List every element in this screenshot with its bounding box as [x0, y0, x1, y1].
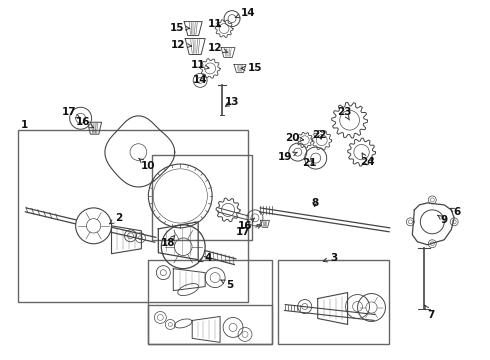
- Text: 4: 4: [198, 253, 212, 263]
- Bar: [18, 130, 248, 302]
- Text: 16: 16: [238, 218, 255, 231]
- Text: 2: 2: [110, 213, 122, 224]
- Text: 8: 8: [311, 198, 318, 208]
- Text: 15: 15: [170, 23, 190, 33]
- Text: 22: 22: [313, 130, 327, 140]
- Text: 3: 3: [323, 253, 337, 263]
- Text: 12: 12: [171, 40, 192, 50]
- Text: 23: 23: [337, 107, 352, 120]
- Bar: [278, 260, 390, 345]
- Text: 5: 5: [221, 280, 234, 289]
- Bar: [148, 305, 272, 345]
- Text: 1: 1: [21, 120, 28, 130]
- Text: 20: 20: [286, 133, 304, 143]
- Text: 16: 16: [75, 117, 94, 128]
- Text: 14: 14: [193, 75, 207, 85]
- Bar: [148, 260, 272, 345]
- Text: 17: 17: [236, 225, 261, 237]
- Text: 6: 6: [450, 207, 461, 217]
- Text: 13: 13: [225, 97, 239, 107]
- Bar: [152, 155, 252, 240]
- Text: 18: 18: [161, 235, 175, 248]
- Text: 19: 19: [278, 152, 297, 162]
- Text: 11: 11: [191, 60, 209, 71]
- Text: 21: 21: [302, 158, 317, 168]
- Text: 15: 15: [241, 63, 262, 73]
- Text: 9: 9: [438, 215, 448, 225]
- Text: 7: 7: [425, 305, 435, 320]
- Text: 17: 17: [61, 107, 80, 118]
- Text: 14: 14: [235, 8, 255, 18]
- Text: 12: 12: [208, 42, 228, 53]
- Text: 11: 11: [208, 19, 222, 28]
- Text: 10: 10: [139, 158, 156, 171]
- Text: 24: 24: [360, 153, 375, 167]
